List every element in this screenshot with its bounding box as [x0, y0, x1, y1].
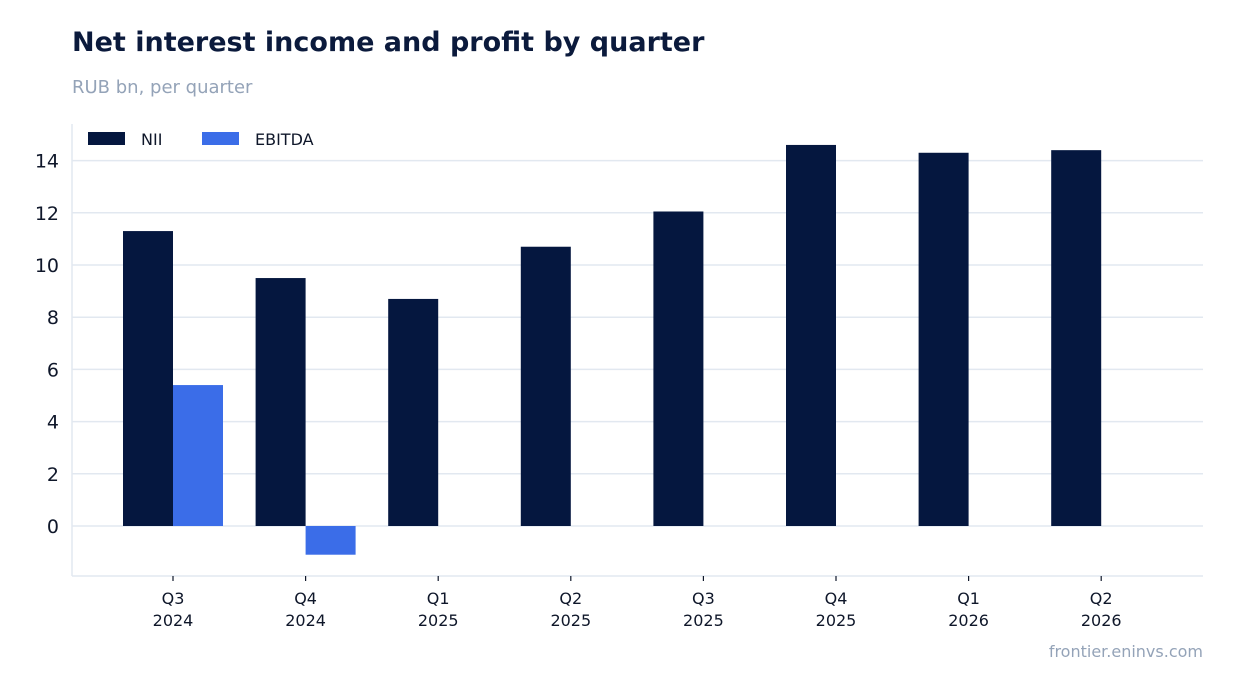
y-tick-label: 2 — [47, 464, 59, 486]
bars — [123, 144, 1102, 555]
x-tick-label: Q3 2025 — [683, 589, 724, 630]
legend-label-ebitda: EBITDA — [255, 130, 314, 149]
x-tick-label: Q1 2026 — [948, 589, 989, 630]
y-tick-label: 12 — [35, 203, 59, 225]
bar-nii-6 — [786, 144, 836, 526]
bar-nii-5 — [653, 211, 704, 526]
bar-ebitda-1 — [173, 385, 223, 526]
y-tick-label: 10 — [35, 255, 59, 277]
y-tick-label: 6 — [47, 359, 59, 381]
bar-nii-4 — [520, 246, 571, 527]
bar-nii-2 — [255, 278, 306, 526]
bar-nii-1 — [123, 231, 173, 526]
legend-swatch-ebitda — [202, 132, 239, 145]
y-tick-label: 8 — [47, 307, 59, 329]
y-tick-label: 0 — [47, 516, 59, 538]
source-credit: frontier.eninvs.com — [1048, 642, 1203, 661]
y-tick-label: 4 — [47, 412, 59, 434]
legend-swatch-nii — [88, 132, 125, 145]
tick-labels: 0 2 4 6 8 10 12 14 Q3 2024 Q4 2024 Q1 2025 Q2 2025 Q3 202… — [35, 151, 1122, 630]
x-tick-label: Q2 2025 — [550, 589, 591, 630]
bar-ebitda-2 — [305, 526, 356, 555]
gridlines — [72, 159, 1203, 527]
bar-nii-7 — [918, 152, 969, 526]
chart-title: Net interest income and profit by quarte… — [72, 27, 705, 58]
chart-subtitle: RUB bn, per quarter — [72, 77, 253, 98]
legend: NII EBITDA — [88, 130, 314, 149]
x-tick-label: Q1 2025 — [418, 589, 459, 630]
bar-nii-8 — [1051, 150, 1102, 526]
bar-nii-3 — [388, 298, 439, 526]
legend-label-nii: NII — [141, 130, 162, 149]
y-tick-label: 14 — [35, 151, 59, 173]
axes — [71, 124, 1203, 581]
x-tick-label: Q4 2025 — [816, 589, 857, 630]
x-tick-label: Q4 2024 — [285, 589, 326, 630]
x-tick-label: Q2 2026 — [1081, 589, 1122, 630]
x-tick-label: Q3 2024 — [153, 589, 194, 630]
